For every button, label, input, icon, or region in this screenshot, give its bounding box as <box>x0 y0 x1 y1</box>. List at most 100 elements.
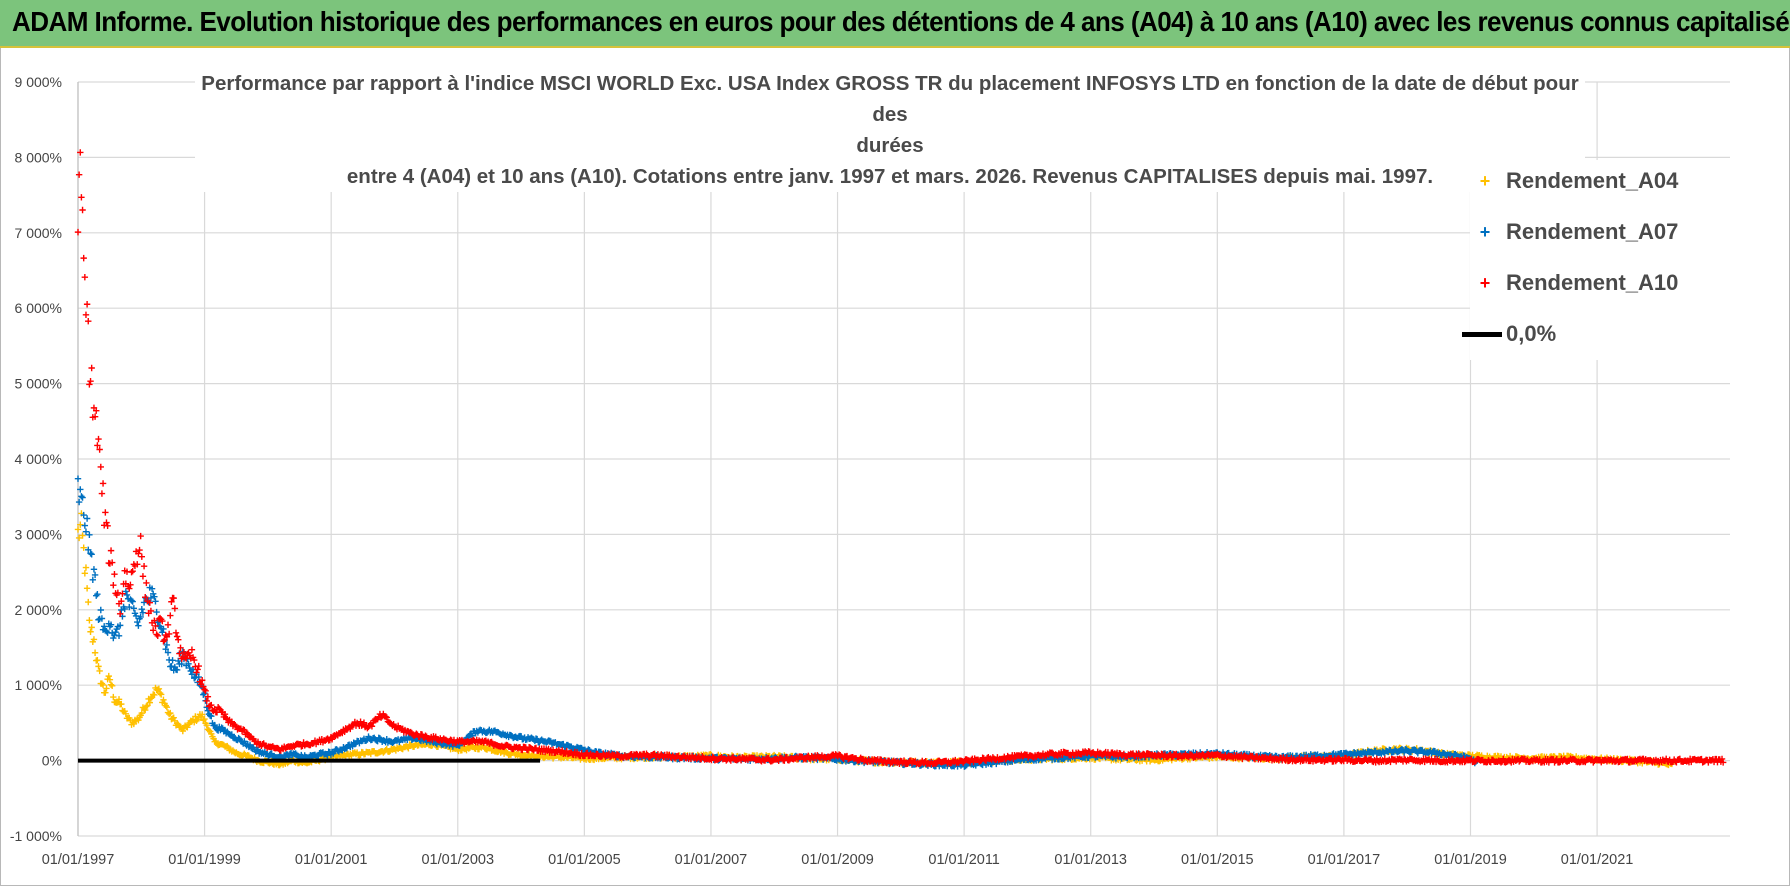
data-point <box>405 745 412 752</box>
data-point <box>98 490 106 497</box>
data-point <box>1624 755 1631 763</box>
data-point <box>154 632 161 640</box>
data-point <box>243 729 250 736</box>
data-point <box>1718 755 1726 763</box>
data-point <box>93 407 100 414</box>
data-point <box>168 598 175 605</box>
data-point <box>173 633 181 640</box>
data-point <box>167 709 174 717</box>
data-point <box>1002 756 1009 763</box>
x-tick-label: 01/01/2009 <box>801 852 874 868</box>
legend-marker-a04: + <box>1479 170 1491 191</box>
x-tick-label: 01/01/2007 <box>675 852 748 868</box>
series-rendement_a10 <box>74 149 1727 768</box>
data-point <box>85 598 92 606</box>
x-tick-label: 01/01/2001 <box>295 852 368 868</box>
data-point <box>75 498 83 506</box>
data-point <box>140 563 148 570</box>
legend-item-a07: + Rendement_A07 <box>1470 217 1679 247</box>
data-point <box>165 710 173 718</box>
data-point <box>198 677 206 684</box>
data-point <box>103 685 110 692</box>
data-point <box>87 378 94 385</box>
data-point <box>97 606 104 614</box>
data-point <box>186 664 193 672</box>
data-point <box>165 630 173 638</box>
data-point <box>94 442 101 449</box>
chart-title: Performance par rapport à l'indice MSCI … <box>195 68 1585 192</box>
data-point <box>96 667 103 675</box>
data-point <box>157 691 165 698</box>
x-tick-label: 01/01/2013 <box>1054 852 1127 868</box>
x-tick-label: 01/01/1999 <box>168 852 241 868</box>
data-point <box>143 579 150 587</box>
data-point <box>88 364 95 372</box>
data-point <box>136 546 143 554</box>
data-point <box>80 254 87 262</box>
y-tick-label: 6 000% <box>15 300 62 316</box>
data-point <box>96 446 103 453</box>
data-point <box>185 660 192 667</box>
data-point <box>75 534 83 542</box>
data-point <box>98 615 106 622</box>
legend-item-zero: 0,0% <box>1462 319 1556 349</box>
data-point <box>292 750 299 757</box>
data-point <box>146 599 153 606</box>
data-point <box>78 194 85 201</box>
data-point <box>982 757 990 765</box>
data-point <box>244 730 251 738</box>
data-point <box>112 628 119 636</box>
data-point <box>93 592 100 599</box>
y-tick-label: -1 000% <box>10 828 62 844</box>
data-point <box>91 571 99 579</box>
y-tick-label: 8 000% <box>15 149 62 165</box>
data-point <box>216 705 223 712</box>
data-point <box>108 559 116 566</box>
data-point <box>151 617 158 624</box>
data-point <box>129 598 136 605</box>
data-point <box>121 605 128 613</box>
data-point <box>148 585 156 592</box>
data-point <box>99 480 107 487</box>
x-tick-label: 01/01/2003 <box>421 852 494 868</box>
data-point <box>163 704 171 711</box>
data-point <box>195 662 202 670</box>
data-point <box>246 741 254 749</box>
chart-series <box>74 149 1727 770</box>
data-point <box>268 750 275 757</box>
y-tick-label: 5 000% <box>15 376 62 392</box>
data-point <box>173 666 181 674</box>
data-point <box>127 581 134 589</box>
data-point <box>156 689 164 697</box>
x-tick-label: 01/01/2011 <box>928 852 1000 868</box>
data-point <box>382 713 389 720</box>
data-point <box>147 695 155 702</box>
data-point <box>132 612 140 620</box>
data-point <box>111 570 118 578</box>
data-point <box>80 511 87 519</box>
data-point <box>328 736 336 743</box>
data-point <box>1719 759 1727 766</box>
data-point <box>160 625 167 633</box>
data-point <box>105 672 112 680</box>
data-point <box>164 621 172 629</box>
data-point <box>160 638 167 645</box>
data-point <box>167 612 174 619</box>
data-point <box>201 686 208 693</box>
legend-line-zero <box>1462 331 1502 337</box>
data-point <box>203 697 210 705</box>
data-point <box>110 581 117 589</box>
data-point <box>129 567 136 575</box>
data-point <box>119 590 126 597</box>
data-point <box>177 644 184 652</box>
data-point <box>173 720 181 727</box>
data-point <box>184 724 191 731</box>
data-point <box>153 631 160 638</box>
x-tick-label: 01/01/2005 <box>548 852 621 868</box>
data-point <box>99 681 107 689</box>
data-point <box>154 686 161 693</box>
data-point <box>193 669 200 676</box>
data-point <box>900 757 908 764</box>
data-point <box>79 494 86 501</box>
data-point <box>176 650 183 657</box>
